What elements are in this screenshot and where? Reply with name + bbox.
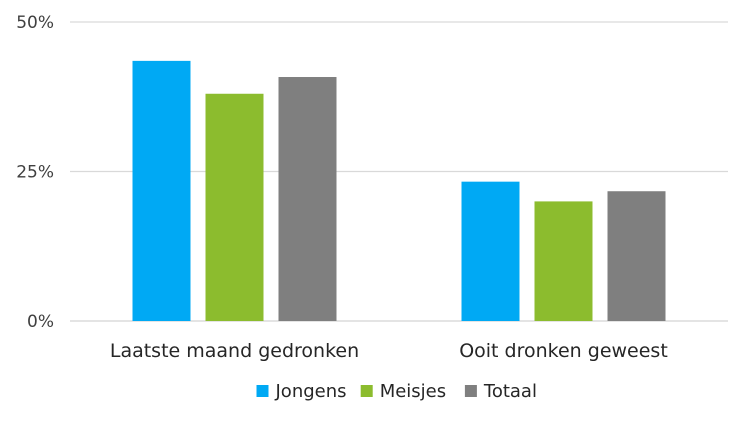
legend-label-jongens: Jongens (275, 381, 347, 402)
bar-totaal-2 (607, 191, 666, 321)
x-category-label: Laatste maand gedronken (110, 340, 359, 362)
bars (132, 60, 666, 322)
legend: Jongens Meisjes Totaal (256, 381, 537, 402)
x-axis-categories: Laatste maand gedronken Ooit dronken gewe… (110, 340, 668, 362)
bar-totaal-1 (278, 77, 337, 322)
y-tick-label: 25% (16, 163, 54, 183)
legend-swatch-meisjes (360, 385, 373, 397)
legend-label-totaal: Totaal (483, 381, 537, 402)
bar-meisjes-2 (534, 201, 593, 321)
y-tick-label: 0% (27, 312, 54, 332)
legend-label-meisjes: Meisjes (380, 381, 446, 402)
bar-jongens-1 (132, 60, 191, 322)
legend-swatch-jongens (256, 385, 269, 397)
bar-meisjes-1 (205, 93, 264, 321)
y-axis-ticks: 0% 25% 50% (16, 13, 54, 332)
bar-jongens-2 (461, 181, 520, 321)
legend-swatch-totaal (464, 385, 477, 397)
y-tick-label: 50% (16, 13, 54, 33)
x-category-label: Ooit dronken geweest (459, 340, 668, 362)
